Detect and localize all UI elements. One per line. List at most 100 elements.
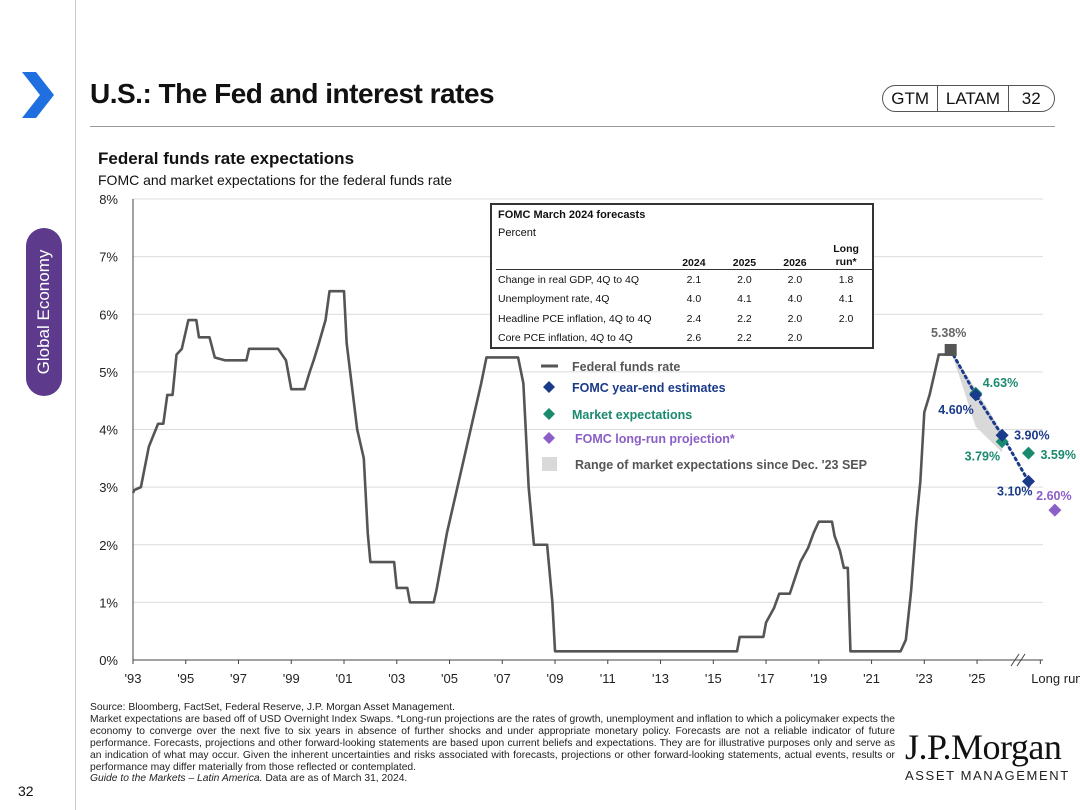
cell: 2.0 (787, 273, 803, 286)
fomc-estimate-point (995, 428, 1009, 442)
x-tick-label: '21 (863, 671, 880, 686)
data-label: 4.60% (938, 403, 973, 417)
y-tick-label: 8% (99, 192, 118, 207)
fed-funds-line (131, 289, 951, 653)
x-tick-label: '03 (388, 671, 405, 686)
fomc-table-title: FOMC March 2024 forecasts (498, 209, 646, 221)
logo-wordmark: J.P.Morgan (905, 727, 1062, 767)
axis-break-mark (1010, 653, 1020, 667)
long-run-point (1048, 503, 1062, 517)
x-tick-label: '11 (600, 671, 616, 686)
x-tick-label: '97 (230, 671, 247, 686)
data-label: 3.90% (1014, 428, 1049, 442)
guide-title: Guide to the Markets – Latin America. (90, 773, 263, 785)
col-header: 2026 (769, 239, 821, 270)
col-header: 2024 (668, 239, 720, 270)
data-label: 5.38% (931, 326, 966, 340)
left-margin-line (75, 0, 76, 810)
fomc-forecast-table: FOMC March 2024 forecasts Percent 2024 2… (490, 203, 874, 349)
y-tick-label: 1% (99, 595, 118, 610)
disclaimer-text: Market expectations are based off of USD… (90, 713, 895, 773)
cell: 2.4 (686, 312, 702, 325)
fomc-estimate-point (969, 388, 983, 402)
legend-swatch (543, 432, 555, 444)
x-tick-label: '05 (441, 671, 458, 686)
market-expectation-point (1021, 446, 1035, 460)
as-of-text: Data are as of March 31, 2024. (262, 773, 408, 785)
section-tab[interactable]: Global Economy (26, 228, 62, 396)
logo-subtitle: ASSET MANAGEMENT (905, 768, 1070, 783)
cell: 2.0 (737, 273, 752, 286)
x-tick-label: '01 (336, 671, 353, 686)
cell (820, 329, 872, 349)
cell: 2.2 (737, 332, 752, 345)
cell: 2.6 (686, 332, 702, 345)
data-label: 4.63% (983, 376, 1018, 390)
axis-break-mark (1016, 653, 1026, 667)
cell: 2.0 (787, 332, 803, 345)
x-tick-label: '13 (652, 671, 669, 686)
table-row: Unemployment rate, 4Q 4.0 4.1 4.0 4.1 (496, 290, 872, 310)
y-tick-label: 7% (99, 250, 118, 265)
jpmorgan-logo: J.P.Morgan ASSET MANAGEMENT (905, 727, 1070, 783)
fomc-table-subtitle: Percent (498, 227, 536, 239)
cell: 4.0 (787, 293, 803, 306)
cell: 2.1 (686, 273, 702, 286)
x-tick-label: '23 (916, 671, 933, 686)
y-tick-label: 2% (99, 538, 118, 553)
legend-label: Federal funds rate (572, 360, 680, 374)
pill-page: 32 (1021, 88, 1041, 108)
legend-label: Market expectations (572, 408, 692, 422)
y-tick-label: 3% (99, 480, 118, 495)
row-label: Headline PCE inflation, 4Q to 4Q (498, 312, 652, 325)
x-tick-label: '09 (547, 671, 564, 686)
legend-swatch (543, 381, 555, 393)
cell: 2.0 (838, 312, 854, 325)
cell: 2.2 (737, 312, 752, 325)
cell: 4.0 (686, 293, 702, 306)
fomc-table-grid: 2024 2025 2026 Long run* Change in real … (496, 239, 872, 348)
y-tick-label: 0% (99, 653, 118, 668)
x-tick-label: '95 (177, 671, 194, 686)
data-label: 3.10% (997, 484, 1032, 498)
fed-funds-chart: 0% 1% 2% 3% 4% 5% 6% 7% 8% '93 '95 '97 '99 '01 '03 '05 '… (99, 192, 1080, 686)
legend-label: Range of market expectations since Dec. … (575, 458, 867, 472)
fomc-dotted-path (949, 348, 1030, 483)
x-tick-label: '19 (810, 671, 827, 686)
chevron-right-icon (22, 72, 54, 118)
fomc-estimate-point (1021, 474, 1035, 488)
data-label: 3.79% (965, 450, 1000, 464)
cell: 4.1 (737, 293, 752, 306)
cell: 1.8 (838, 273, 854, 286)
data-label: 2.60% (1036, 489, 1071, 503)
page-number: 32 (18, 783, 34, 799)
row-label: Unemployment rate, 4Q (498, 293, 610, 306)
current-rate-marker (944, 343, 957, 356)
y-tick-label: 5% (99, 365, 118, 380)
x-tick-label: '99 (283, 671, 300, 686)
chart-subtitle: FOMC and market expectations for the fed… (98, 172, 453, 188)
y-tick-label: 6% (99, 307, 118, 322)
data-label: 3.59% (1040, 448, 1075, 462)
table-row: Core PCE inflation, 4Q to 4Q 2.6 2.2 2.0 (496, 329, 872, 349)
y-tick-label: 4% (99, 423, 118, 438)
range-band (950, 349, 1003, 453)
cell: 2.0 (787, 312, 803, 325)
col-header: Long run* (820, 239, 872, 270)
x-tick-label: '15 (705, 671, 722, 686)
x-tick-label: '93 (125, 671, 142, 686)
legend-swatch (543, 408, 555, 420)
slide-id-pill: GTM LATAM 32 (882, 85, 1055, 112)
source-notes: Source: Bloomberg, FactSet, Federal Rese… (90, 702, 895, 785)
legend-swatch (542, 457, 557, 471)
pill-gtm: GTM (891, 88, 930, 108)
x-tick-label: '25 (969, 671, 986, 686)
x-tick-label: '17 (758, 671, 775, 686)
row-label: Change in real GDP, 4Q to 4Q (498, 273, 640, 286)
guide-line: Guide to the Markets – Latin America. Da… (90, 773, 895, 785)
pill-region: LATAM (945, 88, 1001, 108)
row-label: Core PCE inflation, 4Q to 4Q (498, 332, 633, 345)
table-row: Headline PCE inflation, 4Q to 4Q 2.4 2.2… (496, 309, 872, 329)
x-tick-label: Long run (1031, 671, 1080, 686)
col-header: 2025 (719, 239, 770, 270)
